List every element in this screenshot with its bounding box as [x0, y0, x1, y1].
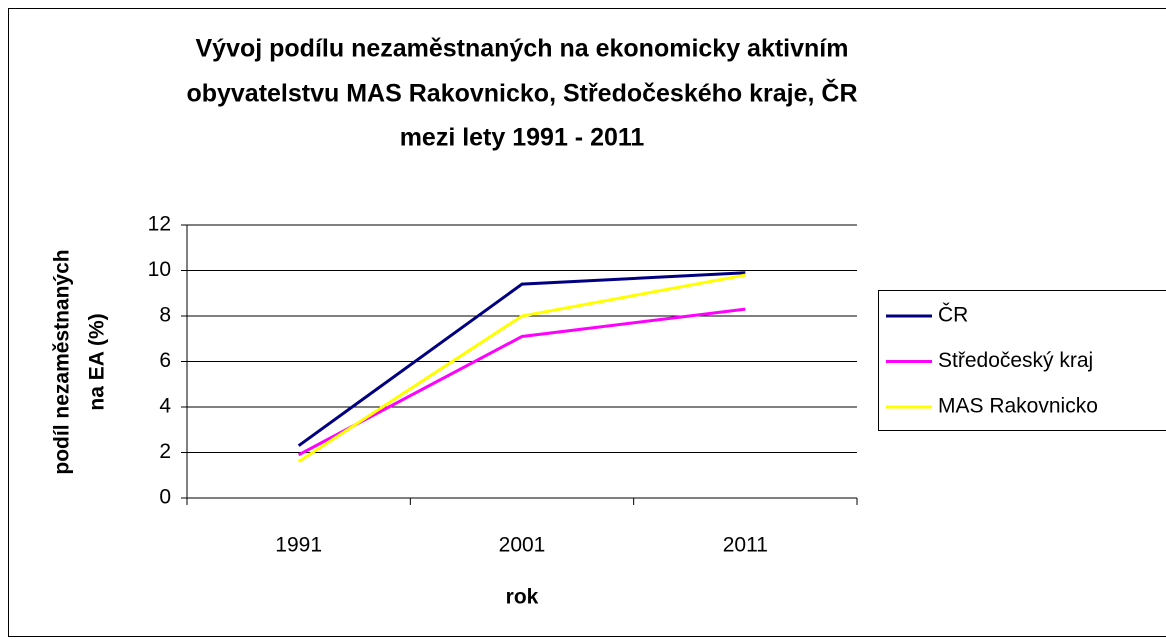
y-axis-title: na EA (%) — [86, 313, 109, 410]
y-tick-label: 2 — [159, 440, 171, 463]
data-line — [297, 307, 746, 457]
legend-label: Středočeský kraj — [938, 349, 1093, 372]
y-tick-label: 8 — [159, 304, 171, 327]
y-tick-label: 0 — [159, 486, 171, 509]
legend-label: MAS Rakovnicko — [938, 395, 1098, 418]
x-axis-title: rok — [506, 586, 539, 609]
y-axis-title: podíl nezaměstnaných — [51, 249, 74, 474]
data-line — [297, 273, 746, 463]
y-tick-label: 4 — [159, 395, 171, 418]
chart-title: Vývoj podílu nezaměstnaných na ekonomick… — [196, 35, 849, 63]
y-tick-label: 12 — [148, 213, 171, 236]
x-tick-label: 2011 — [723, 534, 768, 557]
x-tick-label: 1991 — [275, 534, 322, 557]
x-tick-label: 2001 — [499, 534, 546, 557]
chart-title: mezi lety 1991 - 2011 — [400, 124, 645, 152]
legend-label: ČR — [938, 304, 968, 327]
y-tick-label: 6 — [159, 349, 171, 372]
y-tick-label: 10 — [148, 258, 171, 281]
data-line — [297, 271, 746, 447]
chart-title: obyvatelstvu MAS Rakovnicko, Středočeské… — [186, 78, 857, 108]
